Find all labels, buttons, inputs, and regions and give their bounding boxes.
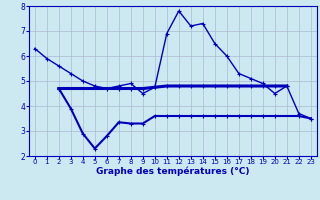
X-axis label: Graphe des températures (°C): Graphe des températures (°C)	[96, 167, 250, 176]
